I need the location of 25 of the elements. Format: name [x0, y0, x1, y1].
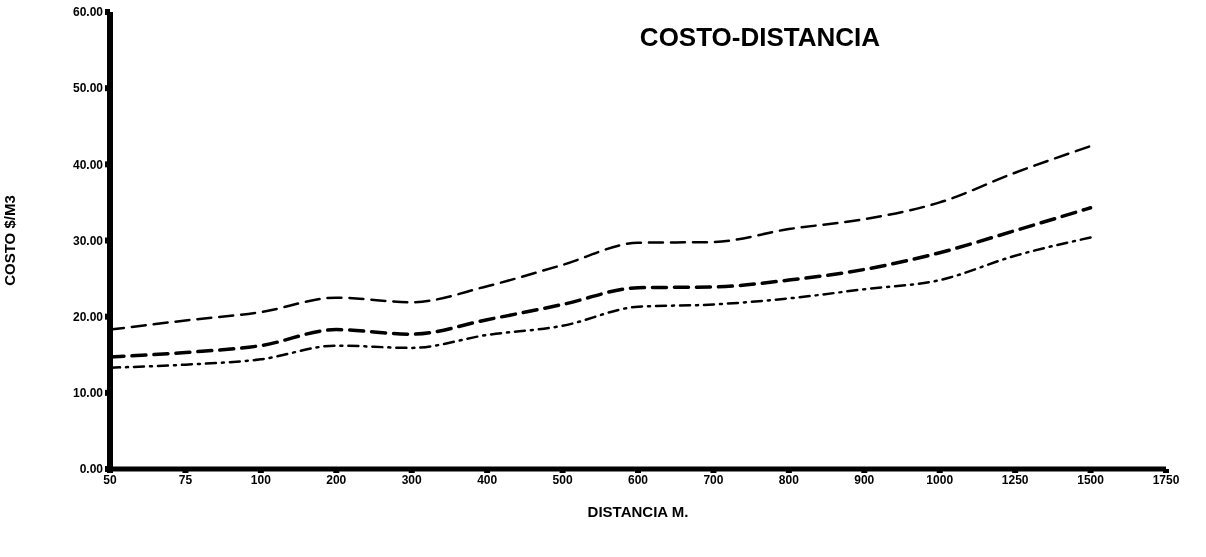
x-tick-label: 800 — [778, 472, 800, 487]
y-tick-label: 50.00 — [72, 81, 104, 96]
x-tick-label: 600 — [627, 472, 649, 487]
y-tick-label: 60.00 — [72, 5, 104, 20]
x-tick-label: 1000 — [926, 472, 954, 487]
x-tick-label: 1750 — [1152, 472, 1180, 487]
y-tick-label: 0.00 — [79, 462, 104, 477]
x-tick-label: 75 — [178, 472, 193, 487]
x-axis-title: DISTANCIA M. — [587, 503, 689, 520]
y-axis-title: COSTO $/M3 — [1, 195, 19, 286]
x-tick-label: 500 — [552, 472, 573, 487]
x-tick-label: 100 — [250, 472, 272, 487]
x-tick-label: 1500 — [1077, 472, 1105, 487]
x-tick-label: 50 — [103, 472, 117, 487]
x-tick-label: 900 — [854, 472, 875, 487]
x-tick-label: 1250 — [1001, 472, 1029, 487]
x-tick-label: 300 — [401, 472, 423, 487]
x-tick-label: 700 — [703, 472, 724, 487]
chart-title: COSTO-DISTANCIA — [638, 22, 882, 53]
x-tick-label: 200 — [326, 472, 347, 487]
y-tick-label: 40.00 — [72, 157, 104, 172]
y-tick-label: 30.00 — [72, 233, 104, 248]
y-tick-label: 10.00 — [72, 386, 104, 401]
y-tick-label: 20.00 — [72, 309, 104, 324]
x-tick-label: 400 — [477, 472, 498, 487]
